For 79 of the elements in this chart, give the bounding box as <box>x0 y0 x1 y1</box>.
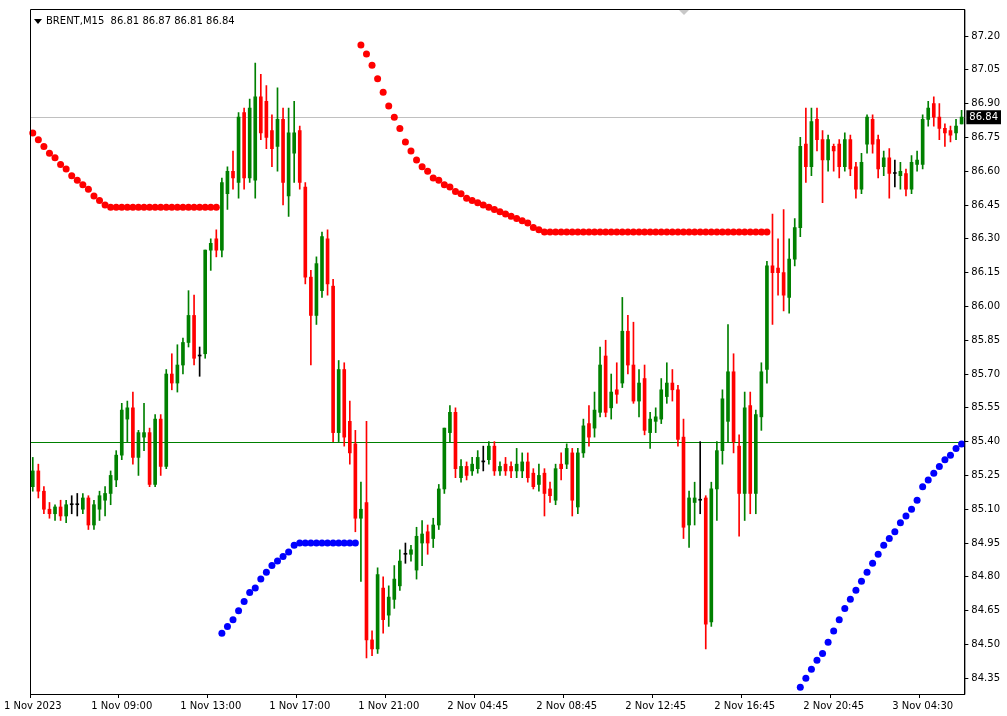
x-tick-label: 2 Nov 08:45 <box>536 699 598 711</box>
point <box>813 656 821 664</box>
y-tick-label: 86.15 <box>971 266 1001 278</box>
point <box>262 568 270 576</box>
point <box>246 589 254 597</box>
point <box>351 539 359 547</box>
y-tick-label: 86.75 <box>971 131 1001 143</box>
point <box>802 674 810 682</box>
y-tick-label: 85.55 <box>971 401 1001 413</box>
y-tick-label: 84.80 <box>971 570 1001 582</box>
point <box>880 541 888 549</box>
point <box>235 607 243 615</box>
y-tick-label: 87.05 <box>971 63 1001 75</box>
y-tick-label: 85.25 <box>971 469 1001 481</box>
point <box>240 598 248 606</box>
point <box>869 559 877 567</box>
y-tick-label: 84.50 <box>971 638 1001 650</box>
point <box>268 562 276 570</box>
y-tick-label: 86.60 <box>971 164 1001 176</box>
point <box>857 577 865 585</box>
point <box>846 595 854 603</box>
point <box>958 440 966 448</box>
y-tick-label: 85.40 <box>971 435 1001 447</box>
point <box>930 469 938 477</box>
point <box>807 665 815 673</box>
point <box>251 584 259 592</box>
point <box>874 550 882 558</box>
y-tick-label: 87.20 <box>971 29 1001 41</box>
point <box>941 456 949 464</box>
point <box>952 444 960 452</box>
x-tick-label: 2 Nov 16:45 <box>714 699 776 711</box>
point <box>852 586 860 594</box>
y-tick-label: 84.35 <box>971 671 1001 683</box>
point <box>796 683 804 691</box>
text: BRENT,M15 86.81 86.87 86.81 86.84 <box>46 14 235 26</box>
y-tick-label: 84.95 <box>971 536 1001 548</box>
point <box>919 483 927 491</box>
point <box>218 629 226 637</box>
y-tick-label: 85.85 <box>971 333 1001 345</box>
x-tick-label: 3 Nov 04:30 <box>892 699 954 711</box>
point <box>935 462 943 470</box>
point <box>824 638 832 646</box>
point <box>229 616 237 624</box>
x-tick-label: 2 Nov 20:45 <box>803 699 865 711</box>
y-tick-label: 85.70 <box>971 367 1001 379</box>
point <box>223 622 231 630</box>
point <box>324 539 332 547</box>
point <box>285 548 293 556</box>
point <box>863 568 871 576</box>
y-tick-label: 85.10 <box>971 502 1001 514</box>
point <box>946 451 954 459</box>
point <box>274 557 281 565</box>
ref-line-label: 86.84 <box>969 110 999 122</box>
y-tick-label: 86.90 <box>971 97 1001 109</box>
x-tick-label: 1 Nov 13:00 <box>180 699 242 711</box>
point <box>902 512 910 520</box>
point <box>830 627 838 635</box>
y-tick-label: 84.65 <box>971 604 1001 616</box>
y-tick-label: 86.30 <box>971 232 1001 244</box>
point <box>913 496 921 504</box>
point <box>819 649 827 657</box>
point <box>312 539 320 547</box>
point <box>896 519 904 527</box>
point <box>891 528 899 536</box>
point <box>841 604 849 612</box>
x-tick-label: 1 Nov 2023 <box>3 699 62 711</box>
x-tick-label: 2 Nov 12:45 <box>625 699 687 711</box>
point <box>257 575 265 583</box>
point <box>835 616 843 624</box>
x-tick-label: 2 Nov 04:45 <box>447 699 509 711</box>
x-tick-label: 1 Nov 21:00 <box>358 699 420 711</box>
y-tick-label: 86.00 <box>971 300 1001 312</box>
y-tick-label: 86.45 <box>971 198 1001 210</box>
x-tick-label: 1 Nov 17:00 <box>269 699 331 711</box>
point <box>924 476 932 484</box>
x-tick-label: 1 Nov 09:00 <box>91 699 153 711</box>
point <box>908 505 916 513</box>
point <box>279 553 287 561</box>
point <box>885 535 893 543</box>
